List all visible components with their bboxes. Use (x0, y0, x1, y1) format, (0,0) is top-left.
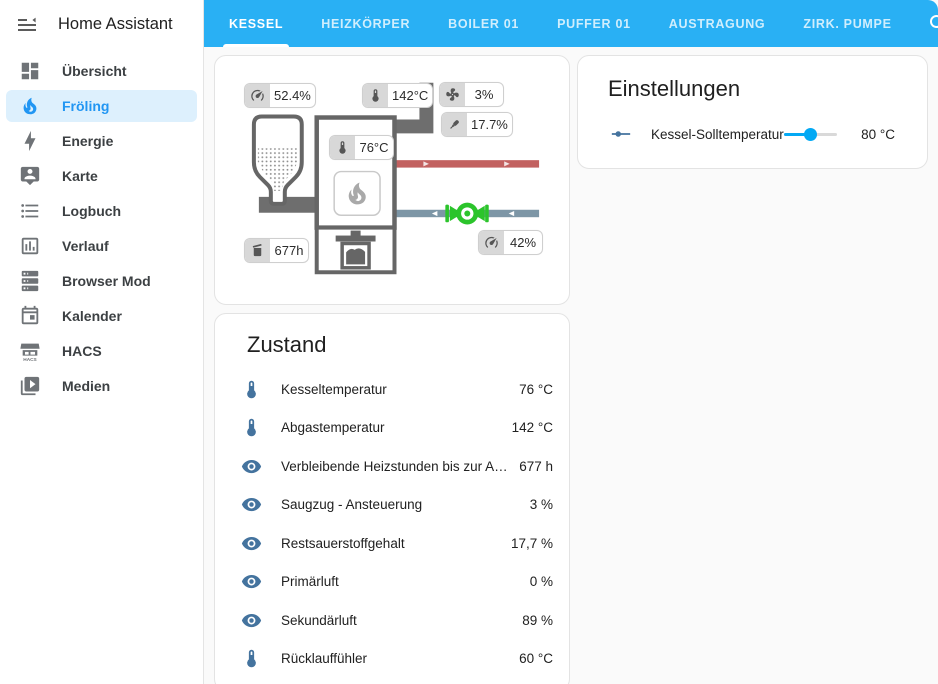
eye-icon (239, 570, 263, 594)
thermometer-icon (239, 377, 263, 401)
thermometer-icon (330, 136, 355, 159)
thermometer-icon (239, 416, 263, 440)
state-row-heizstunden[interactable]: Verbleibende Heizstunden bis zur Asche e… (231, 447, 553, 486)
thermometer-icon (239, 647, 263, 671)
state-row-abgastemperatur[interactable]: Abgastemperatur 142 °C (231, 409, 553, 448)
sidebar-item-label: Medien (62, 378, 111, 394)
sidebar-nav: Übersicht Fröling Energie Karte Logbuch … (0, 49, 203, 402)
tab-austragung[interactable]: AUSTRAGUNG (668, 16, 766, 31)
eye-icon (239, 531, 263, 555)
tab-kessel[interactable]: KESSEL (210, 0, 302, 47)
sidebar-item-label: Energie (62, 133, 114, 149)
gauge-icon (245, 84, 270, 107)
app-header: KESSEL HEIZKÖRPER BOILER 01 PUFFER 01 AU… (204, 0, 938, 47)
tab-boiler-01[interactable]: BOILER 01 (448, 16, 520, 31)
supply-pipe (393, 160, 540, 168)
state-row-saugzug[interactable]: Saugzug - Ansteuerung 3 % (231, 486, 553, 525)
slider-thumb[interactable] (803, 127, 817, 141)
list-icon (19, 200, 41, 222)
sidebar-item-label: Verlauf (62, 238, 109, 254)
calendar-icon (19, 305, 41, 327)
sidebar-item-browser-mod[interactable]: Browser Mod (6, 265, 197, 297)
badge-hopper-level[interactable]: 52.4% (244, 83, 316, 108)
app-title: Home Assistant (58, 15, 173, 33)
media-icon (19, 375, 41, 397)
sidebar-item-medien[interactable]: Medien (6, 370, 197, 402)
eye-icon (239, 454, 263, 478)
ash-bin-graphic (335, 230, 376, 270)
flame-icon (348, 182, 366, 205)
pellet-fill (257, 148, 298, 191)
sidebar-header: Home Assistant (0, 0, 203, 49)
sidebar-item-logbuch[interactable]: Logbuch (6, 195, 197, 227)
pump-valve-icon (445, 202, 489, 225)
dashboard-content: 52.4% 142°C 3% 17.7% (204, 47, 938, 684)
sidebar-item-kalender[interactable]: Kalender (6, 300, 197, 332)
eye-icon (239, 608, 263, 632)
boiler-schematic (251, 82, 540, 275)
boiler-diagram: 52.4% 142°C 3% 17.7% (215, 56, 569, 304)
map-account-icon (19, 165, 41, 187)
svg-text:HACS: HACS (23, 357, 36, 362)
fan-icon (440, 83, 465, 106)
sidebar-toggle-icon[interactable] (15, 13, 39, 37)
hacs-icon: HACS (19, 340, 41, 362)
settings-card: Einstellungen Kessel-Solltemperatur 80 °… (577, 55, 928, 169)
sidebar-item-karte[interactable]: Karte (6, 160, 197, 192)
state-row-sekundaerluft[interactable]: Sekundärluft 89 % (231, 601, 553, 640)
fire-icon (19, 95, 41, 117)
sidebar-item-label: Karte (62, 168, 98, 184)
sidebar-item-label: Übersicht (62, 63, 127, 79)
slider-fill (783, 132, 810, 136)
state-row-restsauerstoff[interactable]: Restsauerstoffgehalt 17,7 % (231, 524, 553, 563)
main-area: KESSEL HEIZKÖRPER BOILER 01 PUFFER 01 AU… (204, 0, 938, 684)
sidebar-item-label: HACS (62, 343, 102, 359)
sidebar-item-froeling[interactable]: Fröling (6, 90, 197, 122)
ray-vertex-icon (610, 123, 632, 145)
boiler-diagram-card: 52.4% 142°C 3% 17.7% (214, 55, 570, 305)
setting-row-kessel-solltemperatur[interactable]: Kessel-Solltemperatur 80 °C (594, 121, 911, 147)
active-tab-indicator (223, 43, 290, 47)
sidebar-item-uebersicht[interactable]: Übersicht (6, 55, 197, 87)
sidebar-item-label: Browser Mod (62, 273, 151, 289)
gauge-icon (479, 231, 504, 254)
sidebar-item-hacs[interactable]: HACS HACS (6, 335, 197, 367)
state-row-kesseltemperatur[interactable]: Kesseltemperatur 76 °C (231, 370, 553, 409)
badge-boiler-temp[interactable]: 76°C (329, 135, 394, 160)
settings-card-title: Einstellungen (608, 76, 741, 101)
tab-zirk-pumpe[interactable]: ZIRK. PUMPE (803, 16, 892, 31)
sidebar-item-label: Kalender (62, 308, 122, 324)
state-row-primaerluft[interactable]: Primärluft 0 % (231, 563, 553, 602)
tab-heizkoerper[interactable]: HEIZKÖRPER (321, 16, 411, 31)
state-row-ruecklauffuehler[interactable]: Rücklauffühler 60 °C (231, 640, 553, 679)
state-card-title: Zustand (247, 332, 327, 357)
server-icon (19, 270, 41, 292)
sidebar-item-label: Logbuch (62, 203, 122, 219)
ash-bin-icon (245, 239, 270, 262)
thermometer-icon (363, 84, 388, 107)
appbar-actions (911, 0, 938, 47)
tab-puffer-01[interactable]: PUFFER 01 (557, 16, 631, 31)
target-temp-slider[interactable] (783, 127, 837, 141)
sidebar-item-label: Fröling (62, 98, 110, 114)
chart-icon (19, 235, 41, 257)
badge-return-mixer[interactable]: 42% (478, 230, 543, 255)
feed-pipe (258, 196, 319, 213)
lambda-probe-icon (442, 113, 467, 136)
badge-ash-hours[interactable]: 677h (244, 238, 309, 263)
sidebar-item-energie[interactable]: Energie (6, 125, 197, 157)
target-temp-value: 80 °C (861, 126, 895, 142)
badge-fan[interactable]: 3% (439, 82, 504, 107)
badge-flue-temp[interactable]: 142°C (362, 83, 434, 108)
lightning-icon (19, 130, 41, 152)
eye-icon (239, 493, 263, 517)
dashboard-icon (19, 60, 41, 82)
state-card: Zustand Kesseltemperatur 76 °C Abgastemp… (214, 313, 570, 684)
sidebar-item-verlauf[interactable]: Verlauf (6, 230, 197, 262)
view-tabs: KESSEL HEIZKÖRPER BOILER 01 PUFFER 01 AU… (210, 0, 911, 47)
sidebar: Home Assistant Übersicht Fröling Energie… (0, 0, 204, 684)
badge-oxygen[interactable]: 17.7% (441, 112, 513, 137)
search-icon[interactable] (927, 12, 938, 36)
